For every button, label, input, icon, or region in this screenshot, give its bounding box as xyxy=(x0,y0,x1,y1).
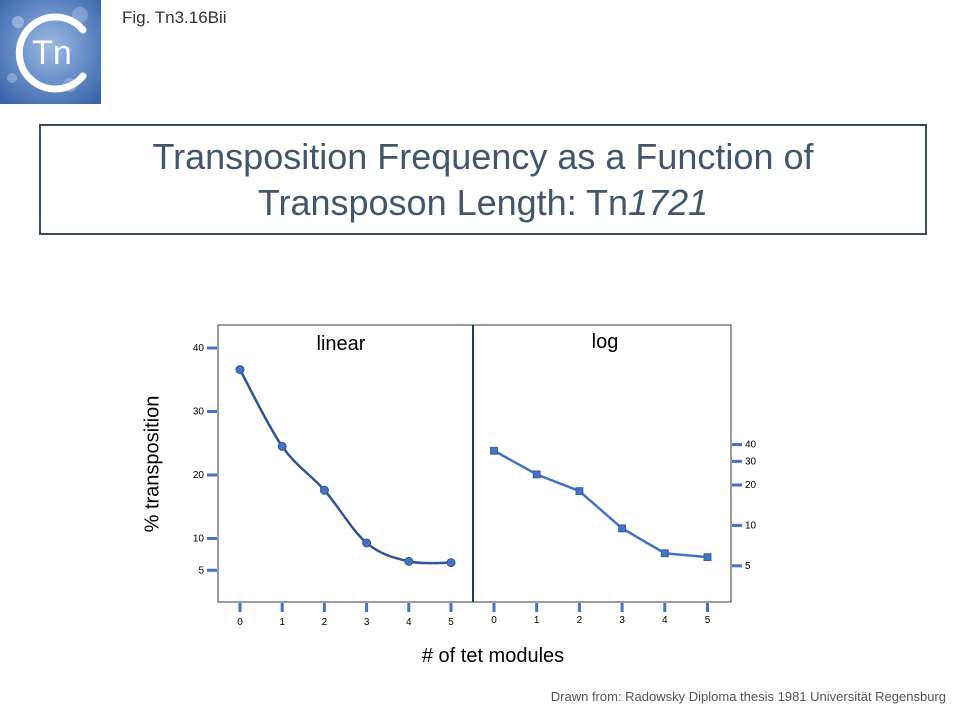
x-tick-label-linear: 4 xyxy=(406,617,412,628)
data-point-log xyxy=(703,553,712,562)
data-point-linear xyxy=(277,441,287,451)
y-tick-label-right: 10 xyxy=(745,520,757,531)
y-tick-label-right: 40 xyxy=(745,440,757,451)
data-point-linear xyxy=(446,558,456,568)
figure-label: Fig. Tn3.16Bii xyxy=(122,8,227,27)
y-tick-label-right: 30 xyxy=(745,456,757,467)
tn-logo: Tn xyxy=(0,0,101,104)
logo-text: Tn xyxy=(32,34,72,72)
panel-title-log: log xyxy=(592,331,619,353)
y-tick-label-right: 20 xyxy=(745,480,757,491)
x-tick-label-linear: 0 xyxy=(237,617,243,628)
y-tick-label-right: 5 xyxy=(745,561,751,572)
x-tick-label-log: 2 xyxy=(577,615,583,626)
y-tick-label-left: 10 xyxy=(193,534,205,545)
x-tick-label-log: 0 xyxy=(491,615,497,626)
x-tick-label-log: 3 xyxy=(619,615,625,626)
title-line-1: Transposition Frequency as a Function of xyxy=(152,135,814,177)
data-point-log xyxy=(490,446,498,455)
x-tick-label-log: 5 xyxy=(705,615,711,626)
data-point-log xyxy=(532,470,541,479)
y-axis-label: % transposition xyxy=(141,395,164,533)
title-line-2-italic: 1721 xyxy=(628,181,709,223)
x-tick-label-linear: 5 xyxy=(448,617,454,628)
x-tick-label-log: 4 xyxy=(662,615,668,626)
series-line-log xyxy=(493,449,708,559)
data-point-linear xyxy=(235,365,245,375)
data-point-linear xyxy=(362,538,372,548)
y-tick-label-left: 5 xyxy=(198,565,204,576)
x-tick-label-log: 1 xyxy=(534,615,540,626)
x-tick-label-linear: 3 xyxy=(364,617,370,628)
x-tick-label-linear: 1 xyxy=(279,617,285,628)
y-tick-label-left: 40 xyxy=(193,343,205,354)
title-line-2-prefix: Transposon Length: Tn xyxy=(257,181,629,223)
data-point-linear xyxy=(319,485,329,495)
y-tick-label-left: 20 xyxy=(193,470,205,481)
data-point-log xyxy=(575,487,584,496)
data-point-log xyxy=(660,549,669,558)
x-tick-label-linear: 2 xyxy=(322,617,328,628)
y-tick-label-left: 30 xyxy=(193,407,205,418)
panel-title-linear: linear xyxy=(317,333,366,355)
page-title: Transposition Frequency as a Function of… xyxy=(152,134,813,226)
x-axis-label: # of tet modules xyxy=(421,645,565,667)
data-point-linear xyxy=(404,556,414,566)
series-line-linear xyxy=(238,368,452,565)
title-box: Transposition Frequency as a Function of… xyxy=(39,124,927,235)
data-point-log xyxy=(618,524,626,533)
source-note: Drawn from: Radowsky Diploma thesis 1981… xyxy=(550,689,946,704)
plot-frame xyxy=(217,324,732,603)
